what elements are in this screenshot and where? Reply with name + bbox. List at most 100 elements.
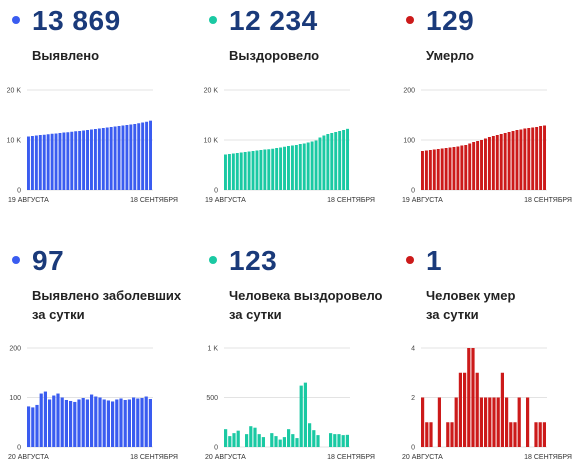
bar	[56, 393, 60, 447]
series-dot	[12, 16, 20, 24]
y-tick-label: 500	[206, 395, 218, 402]
bar	[52, 395, 56, 447]
x-start-label: 20 АВГУСТА	[8, 454, 49, 461]
bar	[141, 122, 145, 190]
bar	[121, 125, 125, 190]
bar	[144, 396, 148, 447]
bar	[127, 399, 131, 447]
y-tick-label: 0	[214, 445, 218, 452]
panel-label-line1: Выявлено заболевших	[32, 288, 182, 303]
series-dot	[209, 256, 217, 264]
bar	[228, 436, 232, 447]
bar	[437, 397, 441, 447]
bar	[421, 151, 424, 190]
bar	[231, 153, 235, 190]
bar	[460, 145, 464, 190]
bar	[70, 131, 74, 190]
bar	[432, 149, 436, 190]
bar	[476, 141, 480, 190]
bar	[299, 385, 303, 447]
bar	[526, 397, 530, 447]
bar	[129, 124, 133, 190]
bar	[543, 125, 546, 190]
x-end-label: 18 СЕНТЯБРЯ	[327, 197, 375, 204]
bar	[90, 129, 93, 190]
bar	[282, 437, 286, 447]
series-dot	[406, 16, 414, 24]
bar	[257, 434, 261, 447]
bar	[492, 397, 496, 447]
big-number: 12 234	[229, 5, 318, 36]
bar	[531, 127, 535, 190]
bar	[302, 143, 306, 190]
panel-died-daily: 1 Человек умер за сутки 0 2 4 20 АВГУСТА 18 …	[394, 238, 574, 468]
bar	[472, 142, 476, 190]
y-tick-label: 200	[9, 346, 21, 353]
bar	[318, 137, 322, 190]
bar	[345, 434, 349, 447]
chart-detected: 0 10 K 20 K 19 АВГУСТА 18 СЕНТЯБРЯ	[7, 88, 178, 205]
bar	[322, 135, 326, 190]
bar	[448, 147, 452, 190]
bar	[513, 422, 517, 447]
bar	[69, 400, 73, 447]
bar	[495, 135, 499, 190]
bar	[86, 130, 89, 190]
x-start-label: 20 АВГУСТА	[205, 454, 246, 461]
bar	[421, 397, 425, 447]
bar	[499, 134, 503, 190]
bar	[491, 136, 495, 190]
series-dot	[209, 16, 217, 24]
bar	[517, 397, 521, 447]
x-start-label: 19 АВГУСТА	[205, 197, 246, 204]
bar	[236, 430, 240, 447]
bar	[475, 372, 479, 447]
panel-label-line2: за сутки	[32, 307, 85, 322]
chart-recovered-daily: 0 500 1 K 20 АВГУСТА 18 СЕНТЯБРЯ	[205, 346, 375, 462]
panel-label: Выявлено заболевших за сутки	[32, 286, 192, 324]
series-dot	[12, 256, 20, 264]
bar	[243, 152, 247, 190]
bar	[94, 396, 98, 447]
y-tick-label: 20 K	[204, 88, 219, 95]
bar	[515, 130, 519, 190]
bar	[249, 426, 253, 447]
x-start-label: 19 АВГУСТА	[8, 197, 49, 204]
bar	[535, 127, 539, 190]
bar	[34, 135, 38, 190]
x-end-label: 18 СЕНТЯБРЯ	[327, 454, 375, 461]
bar	[77, 399, 81, 447]
bar	[117, 126, 121, 190]
big-number: 97	[32, 245, 65, 276]
bar	[137, 123, 141, 190]
bar	[227, 154, 231, 190]
bar	[275, 148, 279, 190]
bar	[97, 128, 101, 190]
bar	[82, 130, 86, 190]
bar	[333, 434, 337, 447]
bar	[542, 422, 546, 447]
bar	[132, 397, 136, 447]
bar	[106, 400, 110, 447]
bar	[338, 131, 342, 190]
bar	[471, 348, 475, 447]
x-end-label: 18 СЕНТЯБРЯ	[130, 454, 178, 461]
y-tick-label: 10 K	[204, 138, 219, 145]
bar	[538, 422, 542, 447]
bar	[279, 147, 283, 190]
bar	[101, 128, 105, 190]
bar	[326, 134, 330, 190]
x-start-label: 20 АВГУСТА	[402, 454, 443, 461]
bar	[239, 152, 243, 190]
bar	[90, 394, 94, 447]
bar	[287, 429, 291, 447]
bar	[337, 434, 341, 447]
bar	[534, 422, 538, 447]
bar	[78, 131, 82, 190]
bar	[291, 434, 295, 447]
bar	[73, 401, 77, 447]
chart-recovered: 0 10 K 20 K 19 АВГУСТА 18 СЕНТЯБРЯ	[204, 88, 375, 205]
bar	[267, 149, 271, 190]
bar	[81, 397, 85, 447]
bar	[125, 125, 129, 190]
